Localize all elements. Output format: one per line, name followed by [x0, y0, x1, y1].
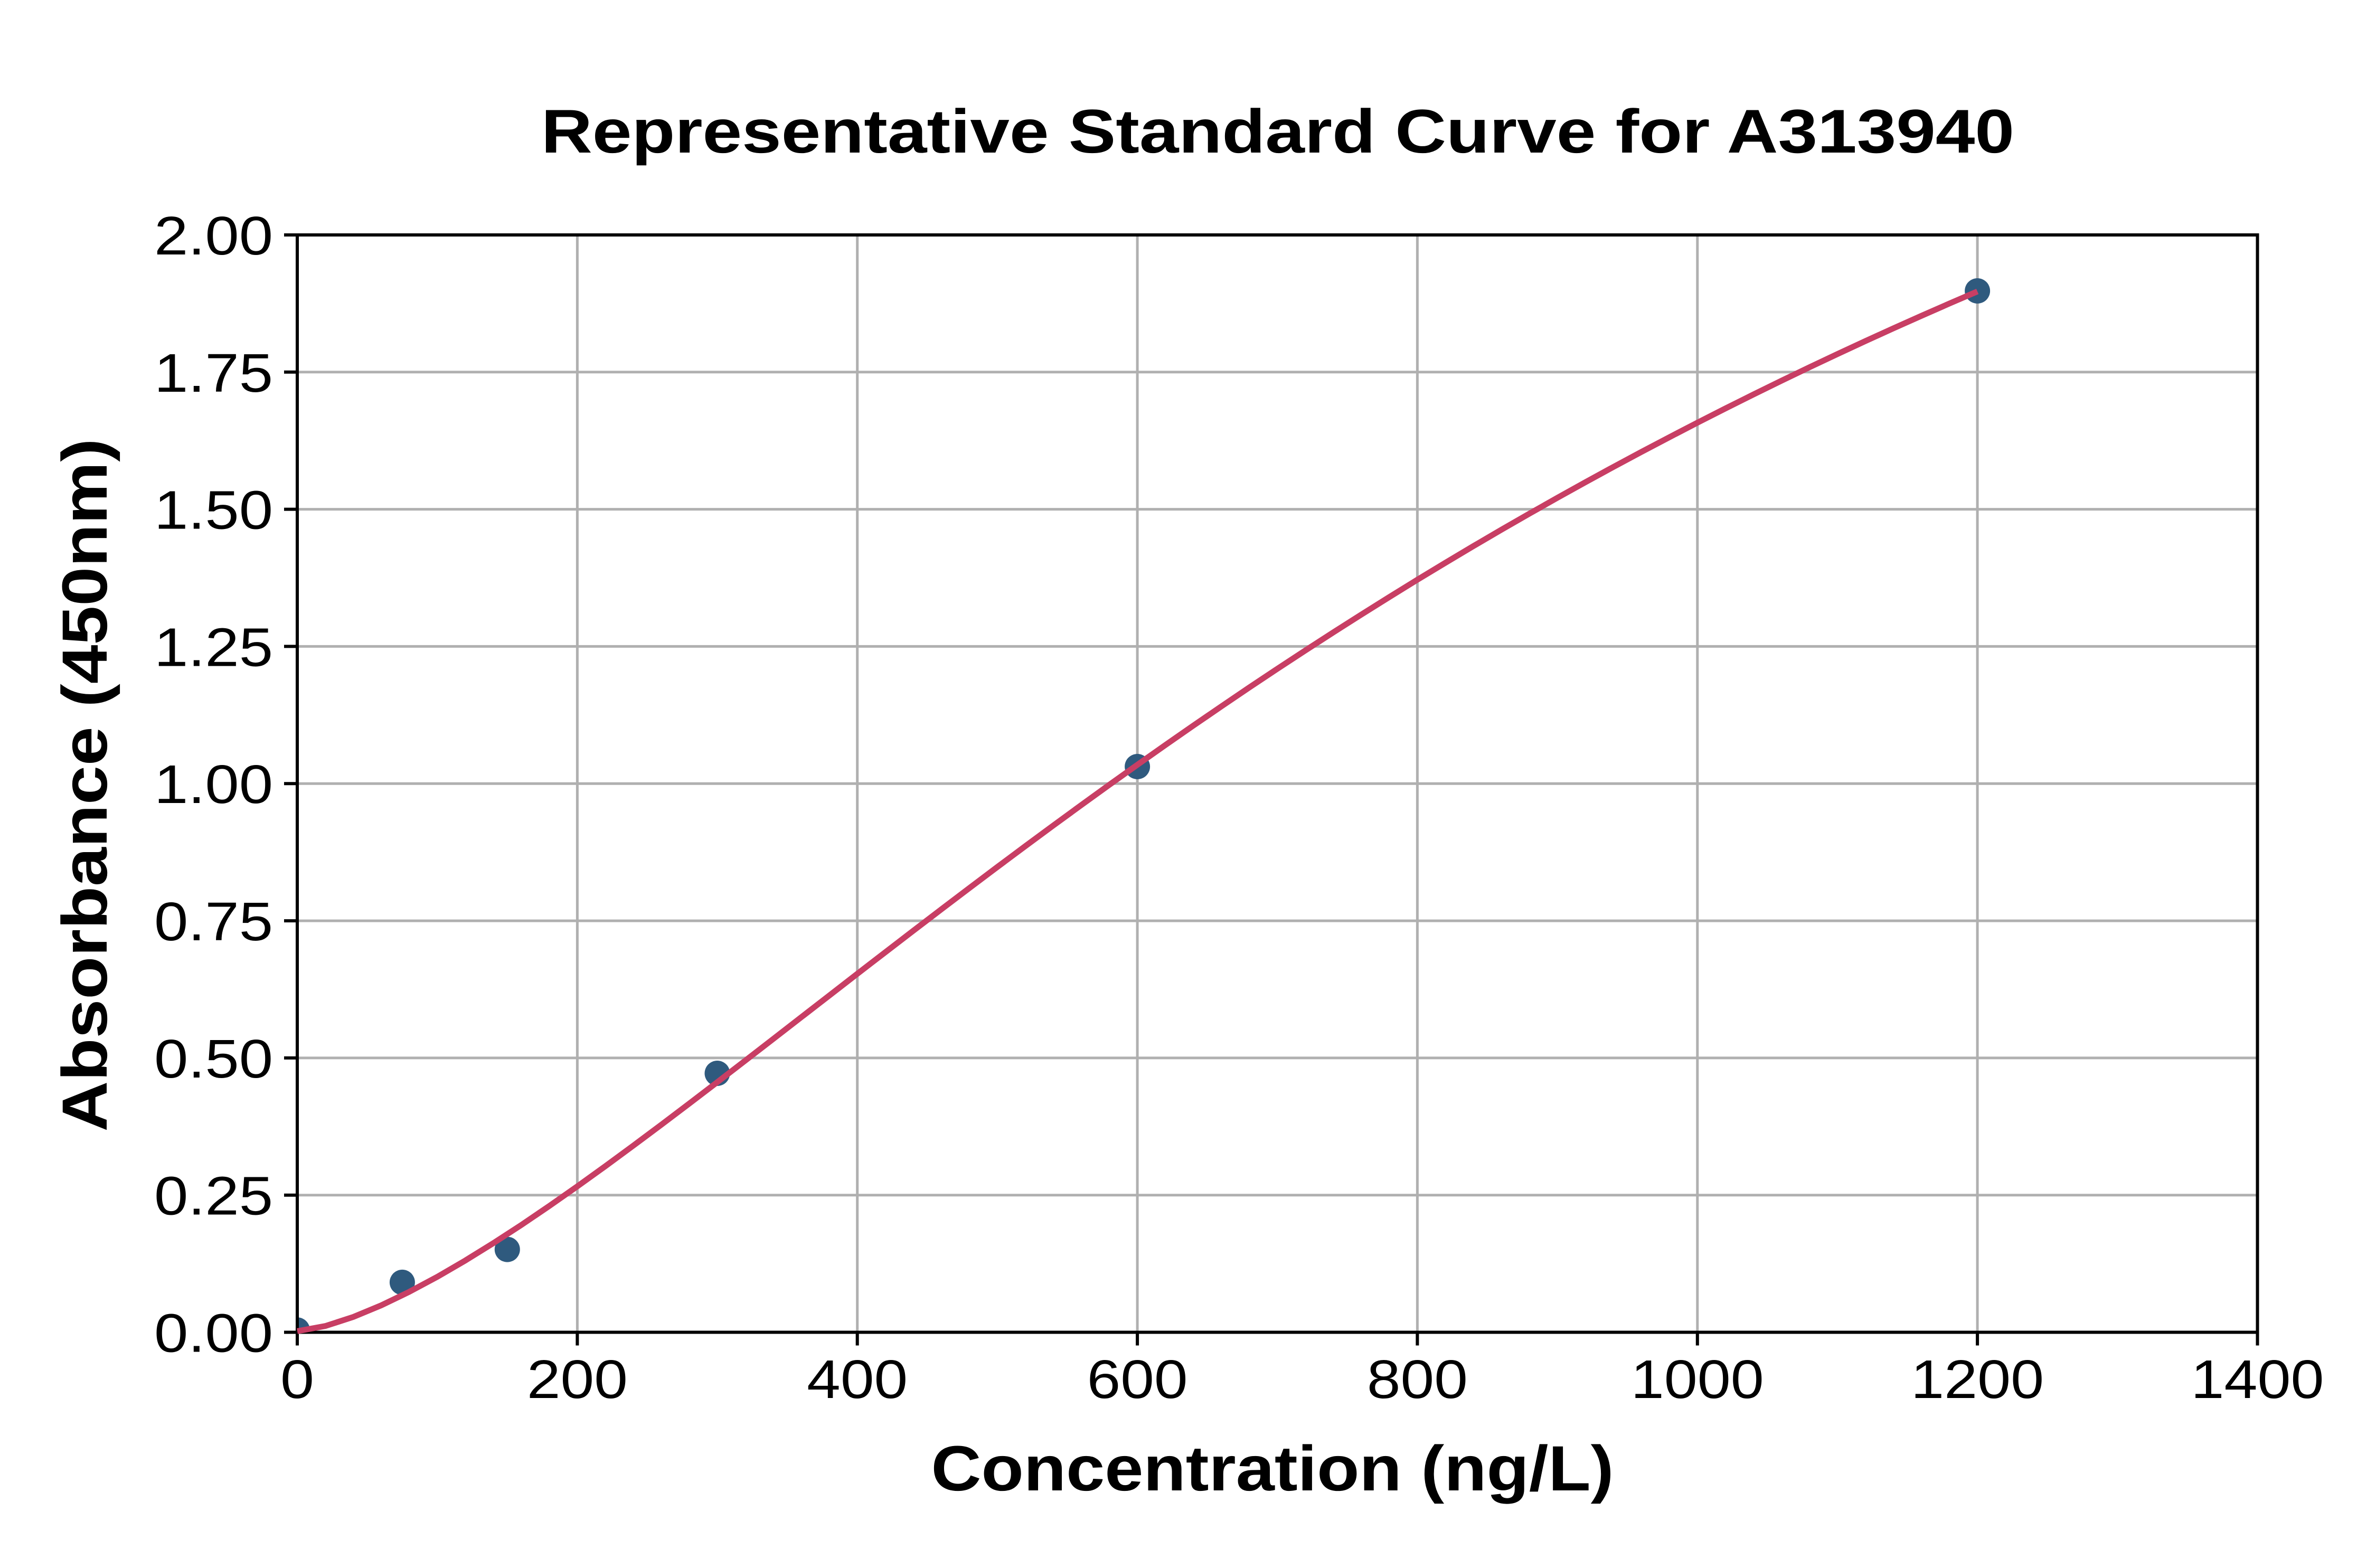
svg-text:0.00: 0.00: [154, 1303, 273, 1364]
svg-text:Representative Standard Curve: Representative Standard Curve for A31394…: [541, 97, 2014, 166]
svg-text:200: 200: [527, 1349, 628, 1410]
svg-text:1400: 1400: [2191, 1349, 2324, 1410]
svg-text:2.00: 2.00: [154, 205, 273, 266]
svg-text:1.00: 1.00: [154, 754, 273, 815]
svg-text:0.25: 0.25: [154, 1166, 273, 1226]
svg-text:0.50: 0.50: [154, 1028, 273, 1089]
svg-text:1.50: 1.50: [154, 480, 273, 541]
svg-text:Absorbance (450nm): Absorbance (450nm): [49, 439, 120, 1132]
svg-text:400: 400: [807, 1349, 908, 1410]
svg-text:1000: 1000: [1631, 1349, 1764, 1410]
svg-text:800: 800: [1367, 1349, 1468, 1410]
svg-text:1.75: 1.75: [154, 343, 273, 403]
svg-text:1.25: 1.25: [154, 617, 273, 677]
svg-text:0.75: 0.75: [154, 891, 273, 952]
svg-text:1200: 1200: [1911, 1349, 2044, 1410]
svg-text:600: 600: [1087, 1349, 1188, 1410]
svg-text:0: 0: [280, 1349, 314, 1410]
svg-text:Concentration (ng/L): Concentration (ng/L): [931, 1432, 1614, 1504]
